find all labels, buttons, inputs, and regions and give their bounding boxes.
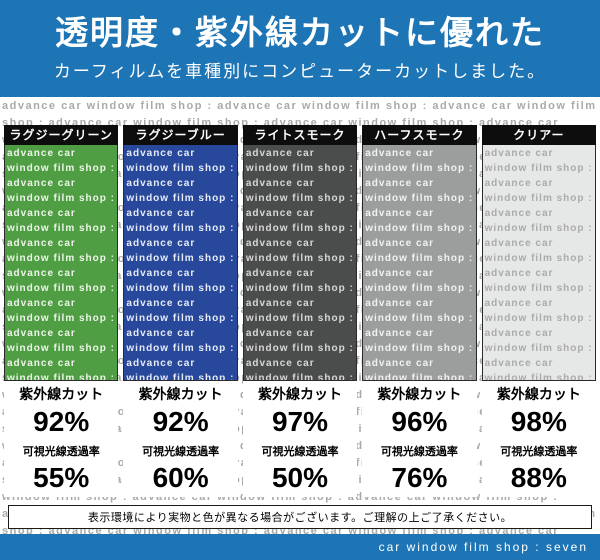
- film-swatch: advance car window film shop : advance c…: [123, 145, 238, 381]
- vlt-value: 55%: [33, 462, 90, 493]
- notice-text: 表示環境により実物と色が異なる場合がございます。ご理解の上ご了承ください。: [87, 512, 513, 524]
- page-title: 透明度・紫外線カットに優れた: [55, 13, 545, 51]
- footer-shop-name: car window film shop : seven: [378, 540, 588, 554]
- film-name: クリアー: [481, 125, 597, 145]
- film-column-half-smoke: ハーフスモーク advance car window film shop : a…: [362, 125, 477, 497]
- film-columns: ラグジーグリーン advance car window film shop : …: [4, 125, 597, 497]
- uv-cut-value: 92%: [33, 406, 90, 437]
- uv-cut-value: 98%: [510, 406, 567, 437]
- page-subtitle: カーフィルムを車種別にコンピューターカットしました。: [53, 62, 547, 82]
- uv-cut-value: 97%: [271, 406, 329, 437]
- film-swatch: advance car window film shop : advance c…: [481, 145, 597, 381]
- uv-cut-value: 92%: [152, 406, 209, 437]
- uv-cut-label: 紫外線カット: [138, 386, 223, 402]
- film-name: ラグジーブルー: [123, 125, 238, 145]
- film-stats: 紫外線カット 98% 可視光線透過率 88%: [481, 381, 597, 497]
- footer-bar: car window film shop : seven: [0, 534, 600, 560]
- film-stats: 紫外線カット 92% 可視光線透過率 60%: [123, 381, 238, 497]
- film-column-clear: クリアー advance car window film shop : adva…: [481, 125, 597, 497]
- uv-cut-label: 紫外線カット: [258, 386, 343, 402]
- film-stats: 紫外線カット 97% 可視光線透過率 50%: [242, 381, 358, 497]
- film-column-light-smoke: ライトスモーク advance car window film shop : a…: [242, 125, 358, 497]
- film-name: ライトスモーク: [242, 125, 358, 145]
- vlt-value: 60%: [152, 462, 209, 493]
- notice-box: 表示環境により実物と色が異なる場合がございます。ご理解の上ご了承ください。: [8, 505, 592, 529]
- film-swatch: advance car window film shop : advance c…: [4, 145, 119, 381]
- film-name: ハーフスモーク: [362, 125, 477, 145]
- vlt-value: 76%: [391, 462, 448, 493]
- uv-cut-label: 紫外線カット: [377, 386, 462, 402]
- uv-cut-value: 96%: [391, 406, 448, 437]
- film-stats: 紫外線カット 92% 可視光線透過率 55%: [4, 381, 119, 497]
- film-samples-section: advance car window film shop : advance c…: [0, 97, 600, 534]
- uv-cut-label: 紫外線カット: [496, 386, 581, 402]
- film-stats: 紫外線カット 96% 可視光線透過率 76%: [362, 381, 477, 497]
- header-banner: 透明度・紫外線カットに優れた カーフィルムを車種別にコンピューターカットしました…: [0, 0, 600, 97]
- uv-cut-label: 紫外線カット: [19, 386, 104, 402]
- film-swatch: advance car window film shop : advance c…: [242, 145, 358, 381]
- film-swatch: advance car window film shop : advance c…: [362, 145, 477, 381]
- vlt-label: 可視光線透過率: [380, 446, 458, 458]
- vlt-label: 可視光線透過率: [22, 446, 100, 458]
- film-column-luxury-blue: ラグジーブルー advance car window film shop : a…: [123, 125, 238, 497]
- vlt-value: 88%: [510, 462, 567, 493]
- vlt-label: 可視光線透過率: [500, 446, 578, 458]
- vlt-label: 可視光線透過率: [261, 446, 339, 458]
- vlt-label: 可視光線透過率: [142, 446, 220, 458]
- film-name: ラグジーグリーン: [4, 125, 119, 145]
- film-column-luxury-green: ラグジーグリーン advance car window film shop : …: [4, 125, 119, 497]
- vlt-value: 50%: [271, 462, 329, 493]
